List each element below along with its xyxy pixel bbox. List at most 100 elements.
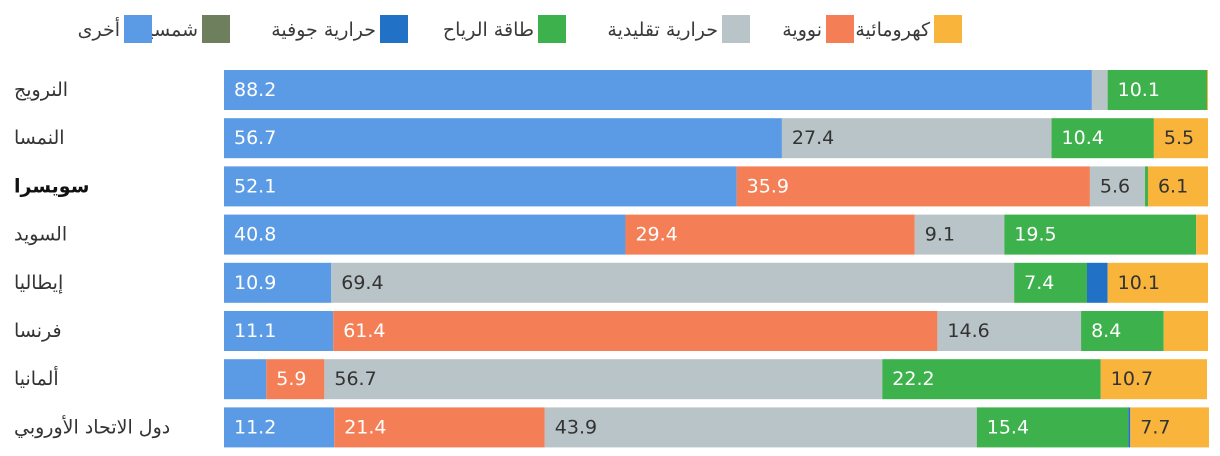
category-label: دول الاتحاد الأوروبي bbox=[14, 415, 170, 438]
data-label: 56.7 bbox=[234, 127, 276, 149]
legend-swatch bbox=[538, 15, 566, 43]
data-label: 10.7 bbox=[1111, 368, 1153, 390]
legend-swatch bbox=[380, 15, 408, 43]
bar-segment[interactable] bbox=[1004, 214, 1197, 255]
bar-segment[interactable] bbox=[736, 166, 1090, 207]
legend-item[interactable]: أخرى bbox=[78, 15, 152, 43]
bar-segment[interactable] bbox=[324, 359, 883, 400]
legend-item[interactable]: شمسية bbox=[138, 15, 230, 43]
bar-segment[interactable] bbox=[1086, 262, 1108, 303]
data-label: 14.6 bbox=[947, 320, 989, 342]
data-label: 10.1 bbox=[1118, 79, 1160, 101]
bar-row: سويسرا 52.1 35.9 5.6 6.1 bbox=[14, 166, 1208, 207]
data-label: 9.1 bbox=[925, 224, 955, 246]
legend-item[interactable]: حرارية تقليدية bbox=[607, 15, 750, 43]
bar-segment[interactable] bbox=[976, 407, 1129, 448]
bar-segment[interactable] bbox=[334, 407, 545, 448]
data-label: 7.4 bbox=[1024, 272, 1054, 294]
bar-segment[interactable] bbox=[1100, 359, 1208, 400]
data-label: 5.5 bbox=[1164, 127, 1194, 149]
bar-segment[interactable] bbox=[1107, 262, 1208, 303]
bar-segment[interactable] bbox=[781, 118, 1052, 159]
category-label: السويد bbox=[14, 224, 67, 246]
data-label: 21.4 bbox=[344, 416, 386, 438]
legend-swatch bbox=[934, 15, 962, 43]
bar-segment[interactable] bbox=[224, 311, 334, 351]
data-label: 43.9 bbox=[555, 416, 597, 438]
bar-segment[interactable] bbox=[1163, 311, 1208, 351]
legend-label: أخرى bbox=[78, 17, 120, 41]
data-label: 7.7 bbox=[1140, 416, 1170, 438]
bar-row: فرنسا 11.1 61.4 14.6 8.4 bbox=[14, 311, 1208, 351]
legend-swatch bbox=[826, 15, 854, 43]
bar-segment[interactable] bbox=[914, 214, 1005, 255]
data-label: 61.4 bbox=[343, 320, 385, 342]
data-label: 10.9 bbox=[234, 272, 276, 294]
data-label: 52.1 bbox=[234, 175, 276, 197]
data-label: 27.4 bbox=[792, 127, 834, 149]
bar-segment[interactable] bbox=[1130, 407, 1209, 448]
legend-item[interactable]: حرارية جوفية bbox=[271, 15, 408, 43]
bar-segment[interactable] bbox=[224, 214, 626, 255]
bar-segment[interactable] bbox=[266, 359, 325, 400]
data-label: 10.4 bbox=[1062, 127, 1104, 149]
data-label: 5.6 bbox=[1100, 175, 1130, 197]
bar-segment[interactable] bbox=[331, 262, 1015, 303]
category-label: سويسرا bbox=[14, 175, 89, 197]
bar-segment[interactable] bbox=[544, 407, 977, 448]
bar-segment[interactable] bbox=[625, 214, 915, 255]
category-label: النمسا bbox=[14, 127, 65, 149]
bar-segment[interactable] bbox=[1107, 70, 1208, 110]
bar-segment[interactable] bbox=[1089, 166, 1146, 207]
bar-segment[interactable] bbox=[1145, 166, 1148, 207]
bar-segment[interactable] bbox=[224, 407, 335, 448]
bar-segment[interactable] bbox=[1153, 118, 1208, 159]
bar-segment[interactable] bbox=[224, 166, 737, 207]
bar-segment[interactable] bbox=[1014, 262, 1087, 303]
bar-segment[interactable] bbox=[224, 70, 1092, 110]
bar-row: إيطاليا 10.9 69.4 7.4 10.1 bbox=[14, 262, 1208, 303]
data-label: 35.9 bbox=[747, 175, 789, 197]
bar-row: النرويج 88.2 10.1 bbox=[14, 70, 1208, 110]
data-label: 10.1 bbox=[1118, 272, 1160, 294]
bar-segment[interactable] bbox=[224, 359, 267, 400]
legend-swatch bbox=[124, 15, 152, 43]
data-label: 11.1 bbox=[234, 320, 276, 342]
legend-swatch bbox=[722, 15, 750, 43]
legend-label: شمسية bbox=[138, 19, 198, 41]
category-label: ألمانيا bbox=[14, 366, 59, 390]
legend-label: حرارية تقليدية bbox=[607, 19, 718, 41]
bar-segment[interactable] bbox=[333, 311, 938, 351]
bar-row: ألمانيا 5.9 56.7 22.2 10.7 bbox=[14, 359, 1208, 400]
legend-item[interactable]: طاقة الرياح bbox=[443, 15, 566, 43]
bar-segment[interactable] bbox=[224, 262, 332, 303]
bar-segment[interactable] bbox=[1091, 70, 1108, 110]
legend-label: طاقة الرياح bbox=[443, 19, 534, 41]
legend-item[interactable]: كهرومائية bbox=[855, 15, 962, 43]
bar-segment[interactable] bbox=[1147, 166, 1208, 207]
data-label: 15.4 bbox=[987, 416, 1029, 438]
bar-row: النمسا 56.7 27.4 10.4 5.5 bbox=[14, 118, 1208, 159]
legend-label: كهرومائية bbox=[855, 19, 931, 41]
category-label: فرنسا bbox=[14, 320, 62, 342]
data-label: 5.9 bbox=[276, 368, 306, 390]
data-label: 22.2 bbox=[892, 368, 934, 390]
bar-segment[interactable] bbox=[1081, 311, 1164, 351]
bar-segment[interactable] bbox=[1196, 214, 1208, 255]
legend-swatch bbox=[202, 15, 230, 43]
bar-row: دول الاتحاد الأوروبي 11.2 21.4 43.9 15.4 7.7 bbox=[14, 407, 1209, 448]
bar-segment[interactable] bbox=[224, 118, 782, 159]
bar-segment[interactable] bbox=[882, 359, 1101, 400]
bar-segment[interactable] bbox=[1128, 407, 1131, 448]
bar-segment[interactable] bbox=[1207, 70, 1208, 110]
bar-segment[interactable] bbox=[1051, 118, 1154, 159]
data-label: 69.4 bbox=[341, 272, 383, 294]
bar-segment[interactable] bbox=[937, 311, 1082, 351]
data-label: 56.7 bbox=[334, 368, 376, 390]
legend-item[interactable]: نووية bbox=[782, 15, 854, 43]
data-label: 19.5 bbox=[1014, 224, 1056, 246]
data-label: 88.2 bbox=[234, 79, 276, 101]
data-label: 8.4 bbox=[1091, 320, 1121, 342]
